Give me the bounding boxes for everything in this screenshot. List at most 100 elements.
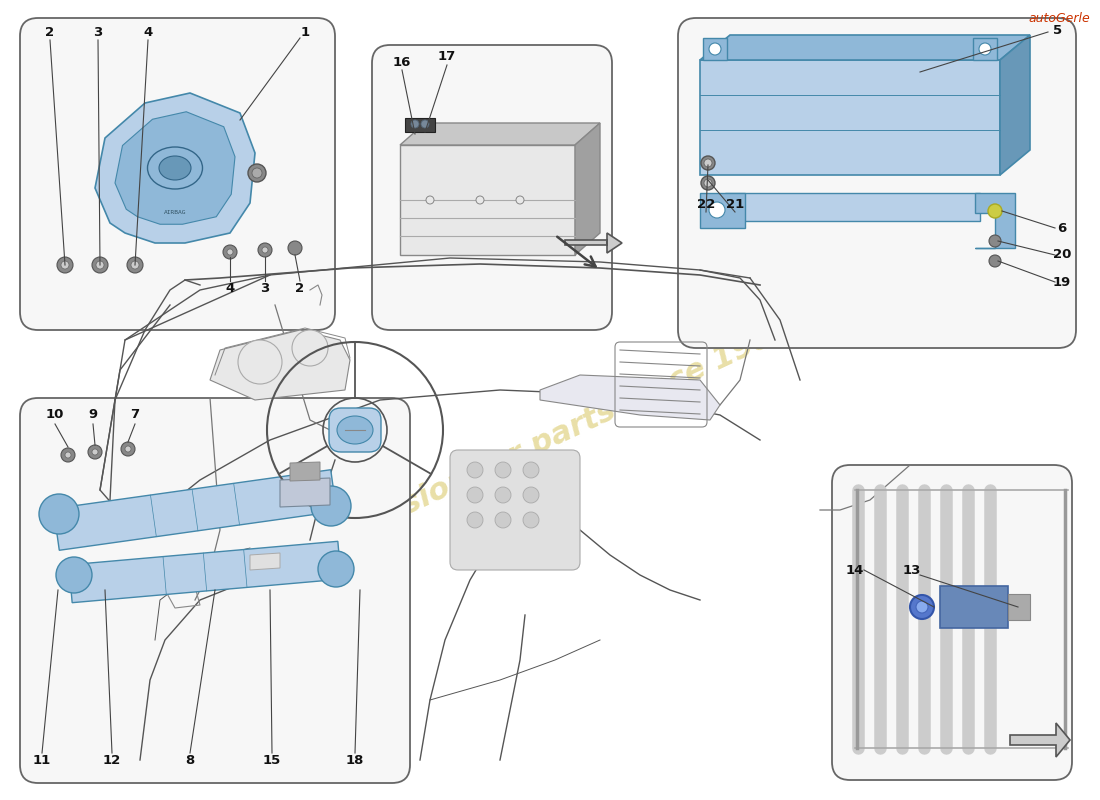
Circle shape: [522, 487, 539, 503]
Text: 11: 11: [33, 754, 51, 766]
Text: 9: 9: [88, 409, 98, 422]
Polygon shape: [1010, 723, 1070, 757]
Circle shape: [262, 247, 268, 253]
Circle shape: [238, 340, 282, 384]
Polygon shape: [69, 542, 341, 602]
Polygon shape: [1000, 35, 1030, 175]
Circle shape: [710, 202, 725, 218]
Circle shape: [311, 486, 351, 526]
Polygon shape: [700, 35, 1030, 60]
Polygon shape: [290, 462, 320, 481]
Polygon shape: [95, 93, 255, 243]
Polygon shape: [54, 470, 337, 550]
Circle shape: [989, 255, 1001, 267]
Circle shape: [710, 43, 720, 55]
Circle shape: [468, 512, 483, 528]
Text: 4: 4: [143, 26, 153, 38]
Text: 19: 19: [1053, 275, 1071, 289]
Circle shape: [979, 43, 991, 55]
Circle shape: [988, 204, 1002, 218]
Text: 2: 2: [45, 26, 55, 38]
Circle shape: [701, 176, 715, 190]
Circle shape: [476, 196, 484, 204]
Text: 16: 16: [393, 55, 411, 69]
Text: 7: 7: [131, 409, 140, 422]
Circle shape: [495, 512, 512, 528]
Circle shape: [131, 261, 139, 269]
Ellipse shape: [337, 416, 373, 444]
Text: passion for parts since 1985: passion for parts since 1985: [343, 314, 798, 546]
Circle shape: [125, 446, 131, 452]
Polygon shape: [1008, 594, 1030, 620]
Text: 6: 6: [1057, 222, 1067, 234]
Polygon shape: [940, 586, 1008, 628]
Polygon shape: [700, 60, 1000, 175]
Text: 13: 13: [903, 563, 921, 577]
Text: 4: 4: [226, 282, 234, 294]
Circle shape: [92, 449, 98, 455]
FancyBboxPatch shape: [832, 465, 1072, 780]
Circle shape: [96, 261, 104, 269]
Circle shape: [522, 462, 539, 478]
Polygon shape: [116, 112, 235, 224]
Text: autoGerle: autoGerle: [1028, 12, 1090, 25]
Text: 3: 3: [261, 282, 270, 294]
Text: 22: 22: [697, 198, 715, 211]
FancyBboxPatch shape: [372, 45, 612, 330]
Circle shape: [421, 120, 429, 128]
Circle shape: [56, 557, 92, 593]
Text: 8: 8: [186, 754, 195, 766]
Text: 21: 21: [726, 198, 744, 211]
Circle shape: [288, 241, 302, 255]
Circle shape: [522, 512, 539, 528]
Circle shape: [126, 257, 143, 273]
Circle shape: [223, 245, 236, 259]
FancyBboxPatch shape: [20, 398, 410, 783]
Circle shape: [495, 487, 512, 503]
Circle shape: [704, 179, 712, 187]
Circle shape: [60, 448, 75, 462]
Text: 10: 10: [46, 409, 64, 422]
Circle shape: [252, 168, 262, 178]
Text: 15: 15: [263, 754, 282, 766]
Circle shape: [495, 462, 512, 478]
Circle shape: [39, 494, 79, 534]
Circle shape: [468, 462, 483, 478]
Polygon shape: [565, 233, 621, 253]
Circle shape: [227, 249, 233, 255]
Circle shape: [989, 235, 1001, 247]
Text: 2: 2: [296, 282, 305, 294]
FancyBboxPatch shape: [450, 450, 580, 570]
Polygon shape: [700, 193, 745, 228]
Polygon shape: [974, 38, 997, 60]
Circle shape: [57, 257, 73, 273]
Text: 14: 14: [846, 563, 865, 577]
Circle shape: [248, 164, 266, 182]
Polygon shape: [703, 38, 727, 60]
Circle shape: [468, 487, 483, 503]
Text: 1: 1: [300, 26, 309, 38]
Text: AIRBAG: AIRBAG: [164, 210, 186, 215]
Circle shape: [704, 159, 712, 167]
Circle shape: [411, 120, 419, 128]
Polygon shape: [725, 193, 980, 221]
FancyBboxPatch shape: [329, 408, 381, 452]
Polygon shape: [975, 193, 1015, 248]
Circle shape: [65, 452, 72, 458]
Polygon shape: [210, 330, 350, 400]
Circle shape: [60, 261, 69, 269]
Circle shape: [516, 196, 524, 204]
Text: 17: 17: [438, 50, 456, 62]
Circle shape: [318, 551, 354, 587]
FancyBboxPatch shape: [678, 18, 1076, 348]
Text: 5: 5: [1054, 23, 1063, 37]
Text: 18: 18: [345, 754, 364, 766]
Circle shape: [910, 595, 934, 619]
Text: 20: 20: [1053, 249, 1071, 262]
Polygon shape: [400, 123, 600, 145]
Text: 3: 3: [94, 26, 102, 38]
Ellipse shape: [160, 156, 191, 180]
Circle shape: [426, 196, 434, 204]
Polygon shape: [405, 118, 435, 132]
Polygon shape: [250, 553, 280, 570]
